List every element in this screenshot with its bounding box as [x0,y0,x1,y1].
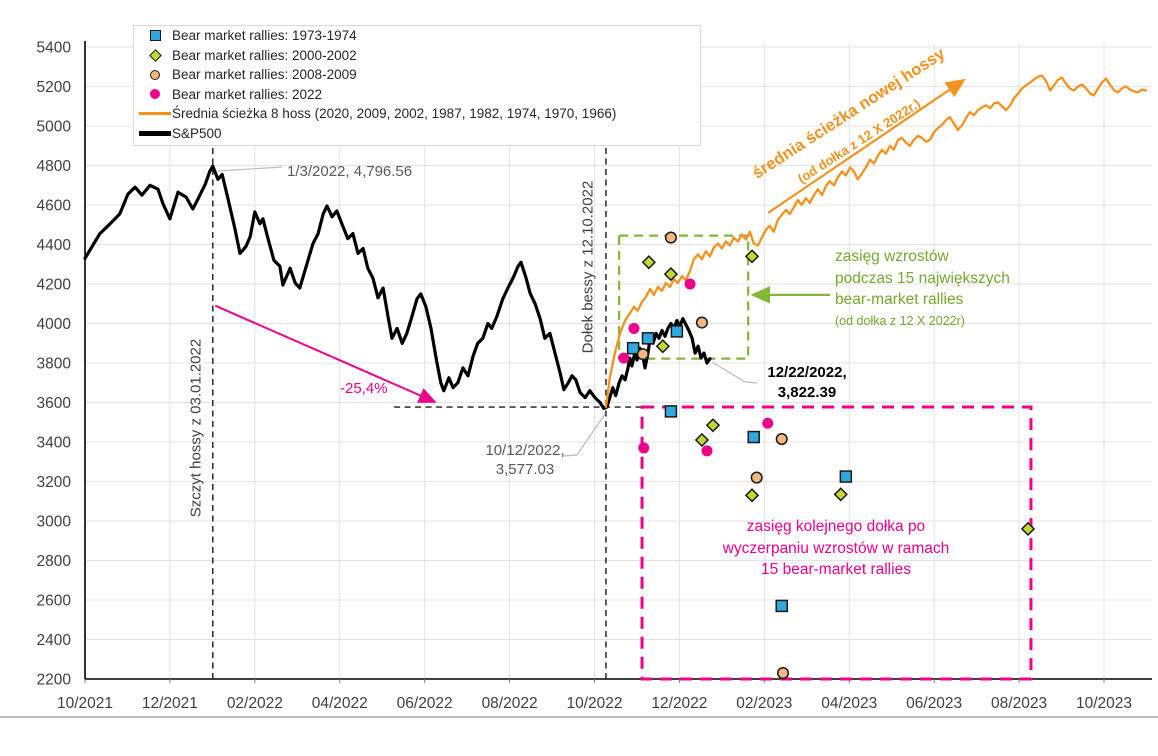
black-line-icon [139,130,171,136]
peak-date-vertical-label: Szczyt hossy z 03.01.2022 [187,338,205,518]
legend-label: S&P500 [172,125,222,141]
legend-item-2000: Bear market rallies: 2000-2002 [134,46,700,66]
svg-text:5000: 5000 [37,119,72,136]
hossa-arrow [767,78,966,214]
legend-label: Bear market rallies: 2022 [172,86,323,102]
square-marker-icon [149,30,161,42]
svg-text:4400: 4400 [37,237,72,254]
svg-text:5400: 5400 [37,40,72,57]
green-rally-range-box [618,234,750,360]
svg-text:5200: 5200 [37,79,72,96]
line-series [83,74,1148,410]
legend-label: Bear market rallies: 1973-1974 [172,28,357,44]
diamond-marker-icon [148,48,162,62]
svg-text:2400: 2400 [37,632,72,649]
series-S&P500 [83,164,712,410]
legend-label: Bear market rallies: 2008-2009 [172,67,357,83]
svg-text:2200: 2200 [37,672,72,689]
svg-text:12/2021: 12/2021 [142,695,198,712]
drop-arrow [214,304,437,403]
svg-text:3000: 3000 [37,514,72,531]
legend-label: Bear market rallies: 2000-2002 [172,47,357,63]
next-bottom-note: zasięg kolejnego dołka po wyczerpaniu wz… [722,518,950,578]
legend-item-2008: Bear market rallies: 2008-2009 [134,65,700,85]
scatter-markers [618,231,1036,680]
legend-item-average-path: Średnia ścieżka 8 hoss (2020, 2009, 2002… [134,104,700,124]
svg-text:04/2023: 04/2023 [821,695,877,712]
svg-text:02/2023: 02/2023 [736,695,792,712]
legend-item-1973: Bear market rallies: 1973-1974 [134,26,700,46]
svg-text:4800: 4800 [37,158,72,175]
svg-text:3600: 3600 [37,395,72,412]
svg-text:3400: 3400 [37,435,72,452]
svg-text:3200: 3200 [37,474,72,491]
drawdown-percent-label: -25,4% [340,380,388,397]
svg-text:04/2022: 04/2022 [312,695,368,712]
series-Średnia ścieżka 8 hoss [604,74,1148,409]
svg-text:08/2022: 08/2022 [482,695,538,712]
leader-lines [217,166,758,457]
svg-text:10/2022: 10/2022 [566,695,622,712]
svg-text:06/2022: 06/2022 [397,695,453,712]
svg-text:2600: 2600 [37,593,72,610]
svg-text:06/2023: 06/2023 [906,695,962,712]
svg-text:4600: 4600 [37,198,72,215]
dashed-reference-lines [212,138,643,679]
legend-item-sp500: S&P500 [134,124,700,144]
orange-line-icon [139,112,171,116]
peak-value-label: 1/3/2022, 4,796.56 [287,163,413,180]
chart-legend: Bear market rallies: 1973-1974 Bear mark… [133,25,701,146]
svg-text:12/2022: 12/2022 [651,695,707,712]
legend-label: Średnia ścieżka 8 hoss (2020, 2009, 2002… [172,106,617,122]
range-boxes [618,234,1033,681]
svg-text:10/2021: 10/2021 [57,695,113,712]
circle-marker-icon [150,69,160,80]
dot-marker-icon [150,89,160,100]
svg-text:02/2022: 02/2022 [227,695,283,712]
legend-item-2022: Bear market rallies: 2022 [134,85,700,105]
trough-value-label: 10/12/2022, 3,577.03 [485,442,565,478]
svg-text:4200: 4200 [37,277,72,294]
axes [0,41,1158,718]
rally-range-note: zasięg wzrostów podczas 15 największych … [835,248,1010,328]
gridlines [85,43,1152,680]
svg-text:08/2023: 08/2023 [991,695,1047,712]
tick-labels: 2200 2400 2600 2800 3000 3200 3400 3600 3800 4000… [37,40,1132,713]
svg-text:2800: 2800 [37,553,72,570]
trough-date-vertical-label: Dołek bessy z 12.10.2022 [579,180,597,354]
pink-next-bottom-box [640,405,1033,681]
annotation-arrows [214,78,966,403]
svg-text:3800: 3800 [37,356,72,373]
last-value-label: 12/22/2022, 3,822.39 [767,364,847,401]
svg-text:10/2023: 10/2023 [1076,695,1132,712]
svg-text:4000: 4000 [37,316,72,333]
